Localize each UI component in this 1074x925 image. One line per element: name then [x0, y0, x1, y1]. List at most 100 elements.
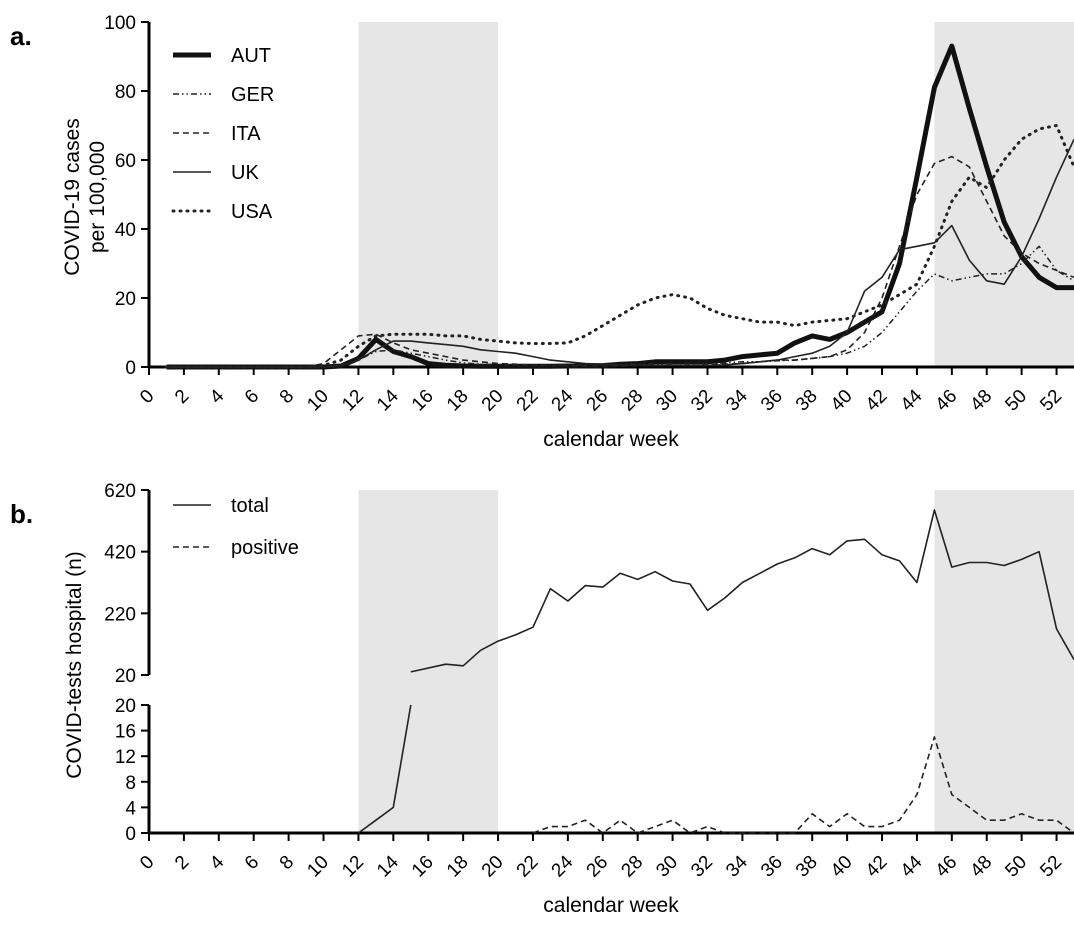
- panel-b-legend-label-total: total: [231, 495, 269, 517]
- panel-b-x-tick-label-44: 44: [897, 851, 927, 881]
- panel-a-shade-2: [934, 22, 1074, 367]
- panel-a-series: [165, 43, 1074, 370]
- panel-b-x-tick-label-28: 28: [617, 852, 647, 882]
- panel-b-lower-y-tick-label-16: 16: [115, 722, 136, 743]
- panel-b-shaded-regions: [358, 490, 1074, 833]
- panel-a-x-tick-label-38: 38: [792, 386, 822, 416]
- panel-a-y-tick-label-80: 80: [115, 82, 136, 103]
- panel-a-y-tick-label-60: 60: [115, 151, 136, 172]
- panel-b-lower-y-tick-label-4: 4: [125, 798, 136, 819]
- panel-b-x-tick-label-52: 52: [1036, 852, 1066, 882]
- panel-b-upper-y-tick-label-620: 620: [104, 481, 136, 502]
- panel-b-x-tick-label-8: 8: [276, 852, 298, 874]
- panel-a-y-tick-label-100: 100: [104, 13, 136, 34]
- panel-a-xlabel: calendar week: [543, 428, 679, 451]
- panel-a-x-tick-label-20: 20: [478, 386, 508, 416]
- panel-b-legend: total positive: [173, 495, 299, 559]
- panel-a-legend-label-AUT: AUT: [231, 45, 271, 67]
- panel-b-x-tick-label-10: 10: [303, 852, 333, 882]
- panel-a-x-tick-label-14: 14: [373, 385, 403, 415]
- panel-b-upper-y-tick-label-220: 220: [104, 604, 136, 625]
- panel-a-x-tick-label-24: 24: [548, 385, 578, 415]
- panel-b-x-tick-label-36: 36: [757, 852, 787, 882]
- panel-a-x-tick-label-32: 32: [687, 386, 717, 416]
- panel-a-x-tick-label-36: 36: [757, 386, 787, 416]
- panel-b-lower-y-tick-label-0: 0: [125, 824, 136, 845]
- panel-a-x-tick-label-50: 50: [1001, 386, 1031, 416]
- panel-b-lower-y-tick-label-12: 12: [115, 747, 136, 768]
- panel-a-x-tick-label-16: 16: [408, 386, 438, 416]
- panel-a-legend-label-ITA: ITA: [231, 123, 261, 145]
- panel-a-x-ticks: 0 2 4 6 8 10 12 14 16 18 20 22 24 26 28 30 32 34 36 38 40 42 4…: [136, 367, 1066, 415]
- panel-a-x-tick-label-44: 44: [897, 385, 927, 415]
- panel-b-upper-y-tick-label-420: 420: [104, 543, 136, 564]
- panel-a-legend-label-GER: GER: [231, 84, 274, 106]
- panel-b-x-tick-label-50: 50: [1001, 852, 1031, 882]
- panel-a-series-uk-line-3: [166, 138, 1074, 368]
- panel-a-series-ger-line-1: [166, 245, 1074, 368]
- panel-a-legend: AUT GER ITA UK USA: [171, 45, 274, 223]
- panel-b-series: [357, 509, 1074, 834]
- panel-b-series-total-early-line-1: [357, 704, 412, 834]
- panel-b-x-ticks: 0 2 4 6 8 10 12 14 16 18 20 22 24 26 28 30 32 34 36 38 40 42 4…: [136, 833, 1066, 881]
- panel-b-x-tick-label-24: 24: [548, 851, 578, 881]
- panel-a-shaded-regions: [358, 22, 1074, 367]
- panel-b-x-tick-label-38: 38: [792, 852, 822, 882]
- panel-b-x-tick-label-22: 22: [513, 852, 543, 882]
- panel-b-x-tick-label-4: 4: [206, 851, 229, 874]
- panel-b-x-tick-label-30: 30: [652, 852, 682, 882]
- panel-a-x-tick-label-12: 12: [338, 386, 368, 416]
- panel-b-shade-2: [934, 490, 1074, 833]
- panel-b-x-tick-label-48: 48: [966, 852, 996, 882]
- panel-b-x-tick-label-42: 42: [862, 852, 892, 882]
- panel-a-y-tick-label-40: 40: [115, 220, 136, 241]
- panel-a-x-tick-label-2: 2: [171, 386, 193, 408]
- panel-b-series-total-line-0: [410, 509, 1074, 673]
- panel-b-x-tick-label-18: 18: [443, 852, 473, 882]
- panel-b-x-tick-label-32: 32: [687, 852, 717, 882]
- panel-b-x-tick-label-40: 40: [827, 852, 857, 882]
- panel-a-x-tick-label-42: 42: [862, 386, 892, 416]
- panel-a-shade-1: [358, 22, 499, 367]
- panel-a-x-tick-label-30: 30: [652, 386, 682, 416]
- panel-b-x-tick-label-6: 6: [241, 852, 263, 874]
- panel-a-x-tick-label-28: 28: [617, 386, 647, 416]
- panel-a-series-usa-line-4: [165, 124, 1074, 369]
- panel-b-x-tick-label-12: 12: [338, 852, 368, 882]
- panel-a-x-tick-label-18: 18: [443, 386, 473, 416]
- panel-a-legend-label-UK: UK: [231, 162, 259, 184]
- panel-a-series-ita-line-2: [166, 155, 1074, 368]
- panel-b-x-tick-label-46: 46: [932, 852, 962, 882]
- panel-a-y-ticks: 0 20 40 60 80 100: [104, 13, 149, 379]
- panel-a-x-tick-label-10: 10: [303, 386, 333, 416]
- panel-b-legend-label-positive: positive: [231, 537, 299, 559]
- panel-b-label: b.: [10, 499, 33, 529]
- panel-a-label: a.: [10, 21, 32, 51]
- panel-b-lower-y-ticks: 0 4 8 12 16 20: [115, 696, 149, 845]
- panel-a-y-tick-label-20: 20: [115, 289, 136, 310]
- panel-b-x-tick-label-16: 16: [408, 852, 438, 882]
- panel-a-x-tick-label-22: 22: [513, 386, 543, 416]
- panel-b-upper-y-ticks: 20 220 420 620: [104, 481, 149, 687]
- panel-a-x-tick-label-26: 26: [583, 386, 613, 416]
- panel-b-lower-y-tick-label-8: 8: [125, 773, 136, 794]
- panel-a-x-tick-label-52: 52: [1036, 386, 1066, 416]
- panel-a-y-tick-label-0: 0: [125, 358, 136, 379]
- panel-b-upper-y-tick-label-20: 20: [115, 666, 136, 687]
- panel-b-axes: [147, 490, 1074, 835]
- panel-a-x-tick-label-0: 0: [136, 386, 158, 408]
- panel-b-x-tick-label-26: 26: [583, 852, 613, 882]
- panel-b-x-tick-label-0: 0: [136, 852, 158, 874]
- panel-a-x-tick-label-4: 4: [206, 385, 229, 408]
- panel-b-ylabel: COVID-tests hospital (n): [63, 551, 86, 779]
- panel-a-x-tick-label-6: 6: [241, 386, 263, 408]
- panel-a-x-tick-label-48: 48: [966, 386, 996, 416]
- panel-a-x-tick-label-46: 46: [932, 386, 962, 416]
- panel-b-shade-1: [358, 490, 499, 833]
- panel-a-ylabel-line1: COVID-19 cases: [61, 118, 84, 276]
- panel-a-x-tick-label-8: 8: [276, 386, 298, 408]
- panel-b-lower-y-tick-label-20: 20: [115, 696, 136, 717]
- panel-a-x-tick-label-40: 40: [827, 386, 857, 416]
- panel-b-xlabel: calendar week: [543, 894, 679, 917]
- panel-a-ylabel-line2: per 100,000: [86, 141, 109, 253]
